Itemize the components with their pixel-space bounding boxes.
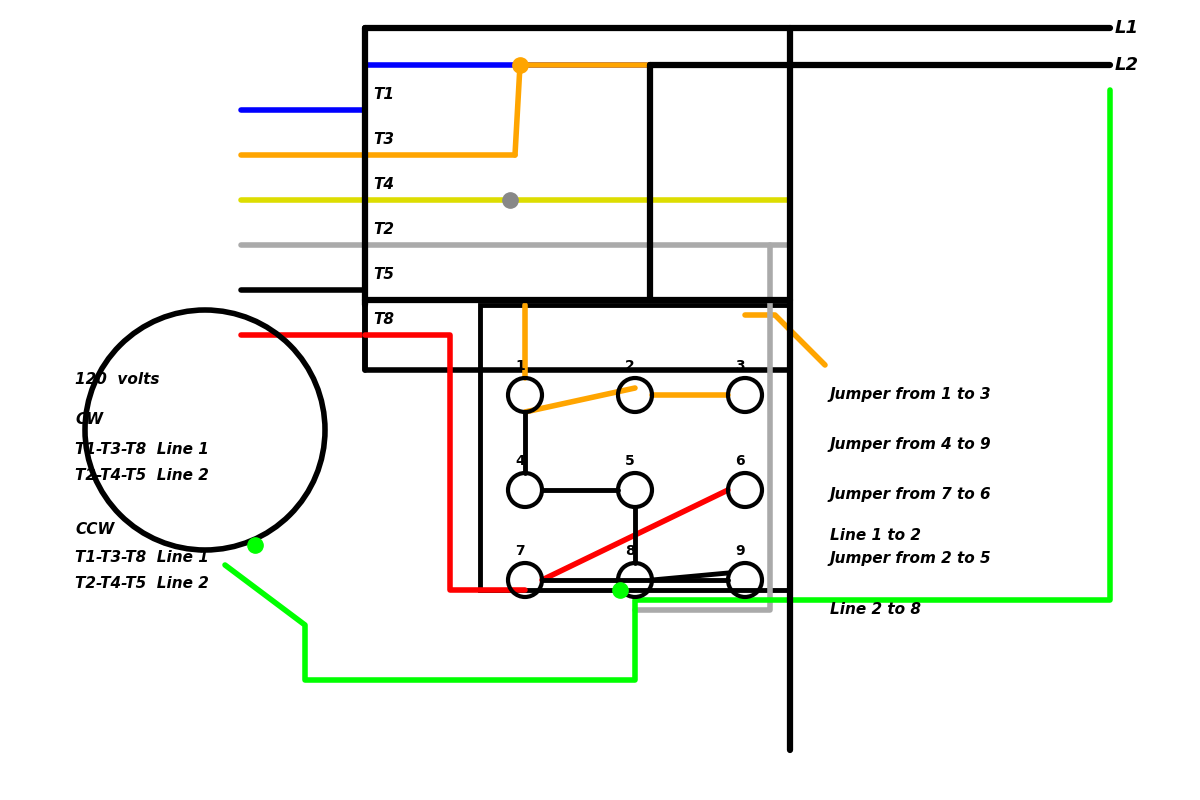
- Bar: [480, 305, 790, 590]
- Text: T2: T2: [373, 222, 394, 237]
- Text: Jumper from 1 to 3: Jumper from 1 to 3: [830, 387, 991, 402]
- Text: 6: 6: [736, 454, 745, 468]
- Text: T2-T4-T5  Line 2: T2-T4-T5 Line 2: [76, 467, 209, 482]
- Text: 7: 7: [515, 544, 524, 558]
- Text: T1-T3-T8  Line 1: T1-T3-T8 Line 1: [76, 550, 209, 566]
- Text: T8: T8: [373, 312, 394, 327]
- Text: L2: L2: [1115, 56, 1139, 74]
- Text: 2: 2: [625, 359, 635, 373]
- Text: Line 1 to 2: Line 1 to 2: [830, 527, 922, 542]
- Text: Jumper from 4 to 9: Jumper from 4 to 9: [830, 438, 991, 453]
- Text: 5: 5: [625, 454, 635, 468]
- Text: 3: 3: [736, 359, 745, 373]
- Text: L1: L1: [1115, 19, 1139, 37]
- Text: T2-T4-T5  Line 2: T2-T4-T5 Line 2: [76, 575, 209, 590]
- Text: CCW: CCW: [76, 522, 114, 538]
- Text: 1: 1: [515, 359, 524, 373]
- Text: 8: 8: [625, 544, 635, 558]
- Text: 120  volts: 120 volts: [76, 373, 160, 387]
- Text: Jumper from 2 to 5: Jumper from 2 to 5: [830, 550, 991, 566]
- Text: 4: 4: [515, 454, 524, 468]
- Text: Line 2 to 8: Line 2 to 8: [830, 602, 922, 618]
- Text: 9: 9: [736, 544, 745, 558]
- Text: T1-T3-T8  Line 1: T1-T3-T8 Line 1: [76, 442, 209, 458]
- Text: T1: T1: [373, 87, 394, 102]
- Text: T4: T4: [373, 177, 394, 192]
- Text: Jumper from 7 to 6: Jumper from 7 to 6: [830, 487, 991, 502]
- Text: CW: CW: [76, 413, 103, 427]
- Text: T3: T3: [373, 132, 394, 147]
- Text: T5: T5: [373, 267, 394, 282]
